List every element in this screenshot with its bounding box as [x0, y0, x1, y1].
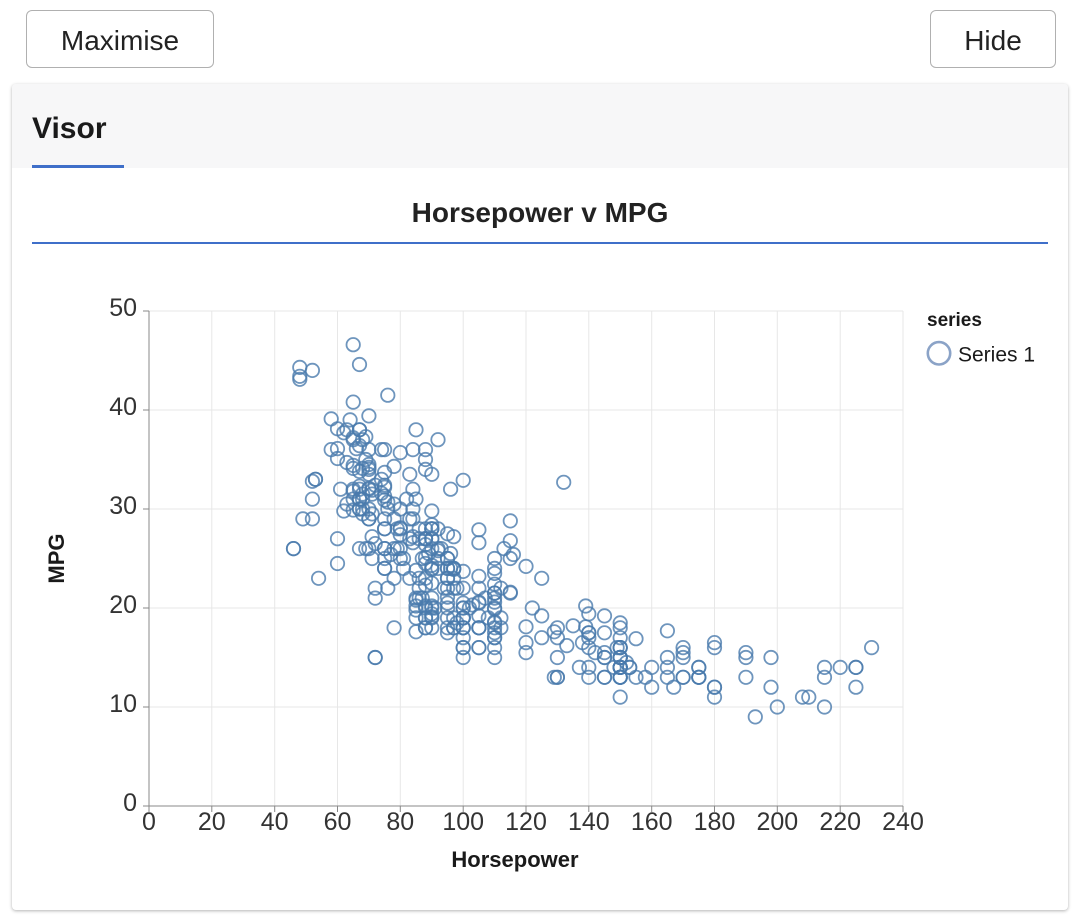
- svg-text:220: 220: [819, 808, 861, 836]
- svg-text:140: 140: [568, 808, 610, 836]
- svg-text:MPG: MPG: [44, 533, 69, 583]
- svg-text:80: 80: [386, 808, 414, 836]
- svg-text:200: 200: [756, 808, 798, 836]
- svg-text:20: 20: [198, 808, 226, 836]
- svg-text:40: 40: [109, 393, 137, 421]
- svg-text:0: 0: [142, 808, 156, 836]
- svg-text:240: 240: [882, 808, 924, 836]
- svg-text:180: 180: [694, 808, 736, 836]
- svg-text:100: 100: [442, 808, 484, 836]
- svg-text:10: 10: [109, 690, 137, 718]
- svg-text:60: 60: [324, 808, 352, 836]
- svg-text:120: 120: [505, 808, 547, 836]
- svg-text:40: 40: [261, 808, 289, 836]
- svg-text:series: series: [927, 310, 982, 331]
- svg-text:Series 1: Series 1: [958, 343, 1035, 366]
- svg-text:160: 160: [631, 808, 673, 836]
- svg-text:50: 50: [109, 294, 137, 322]
- svg-text:30: 30: [109, 492, 137, 520]
- svg-text:Horsepower: Horsepower: [451, 847, 579, 872]
- svg-text:20: 20: [109, 591, 137, 619]
- svg-text:0: 0: [123, 789, 137, 817]
